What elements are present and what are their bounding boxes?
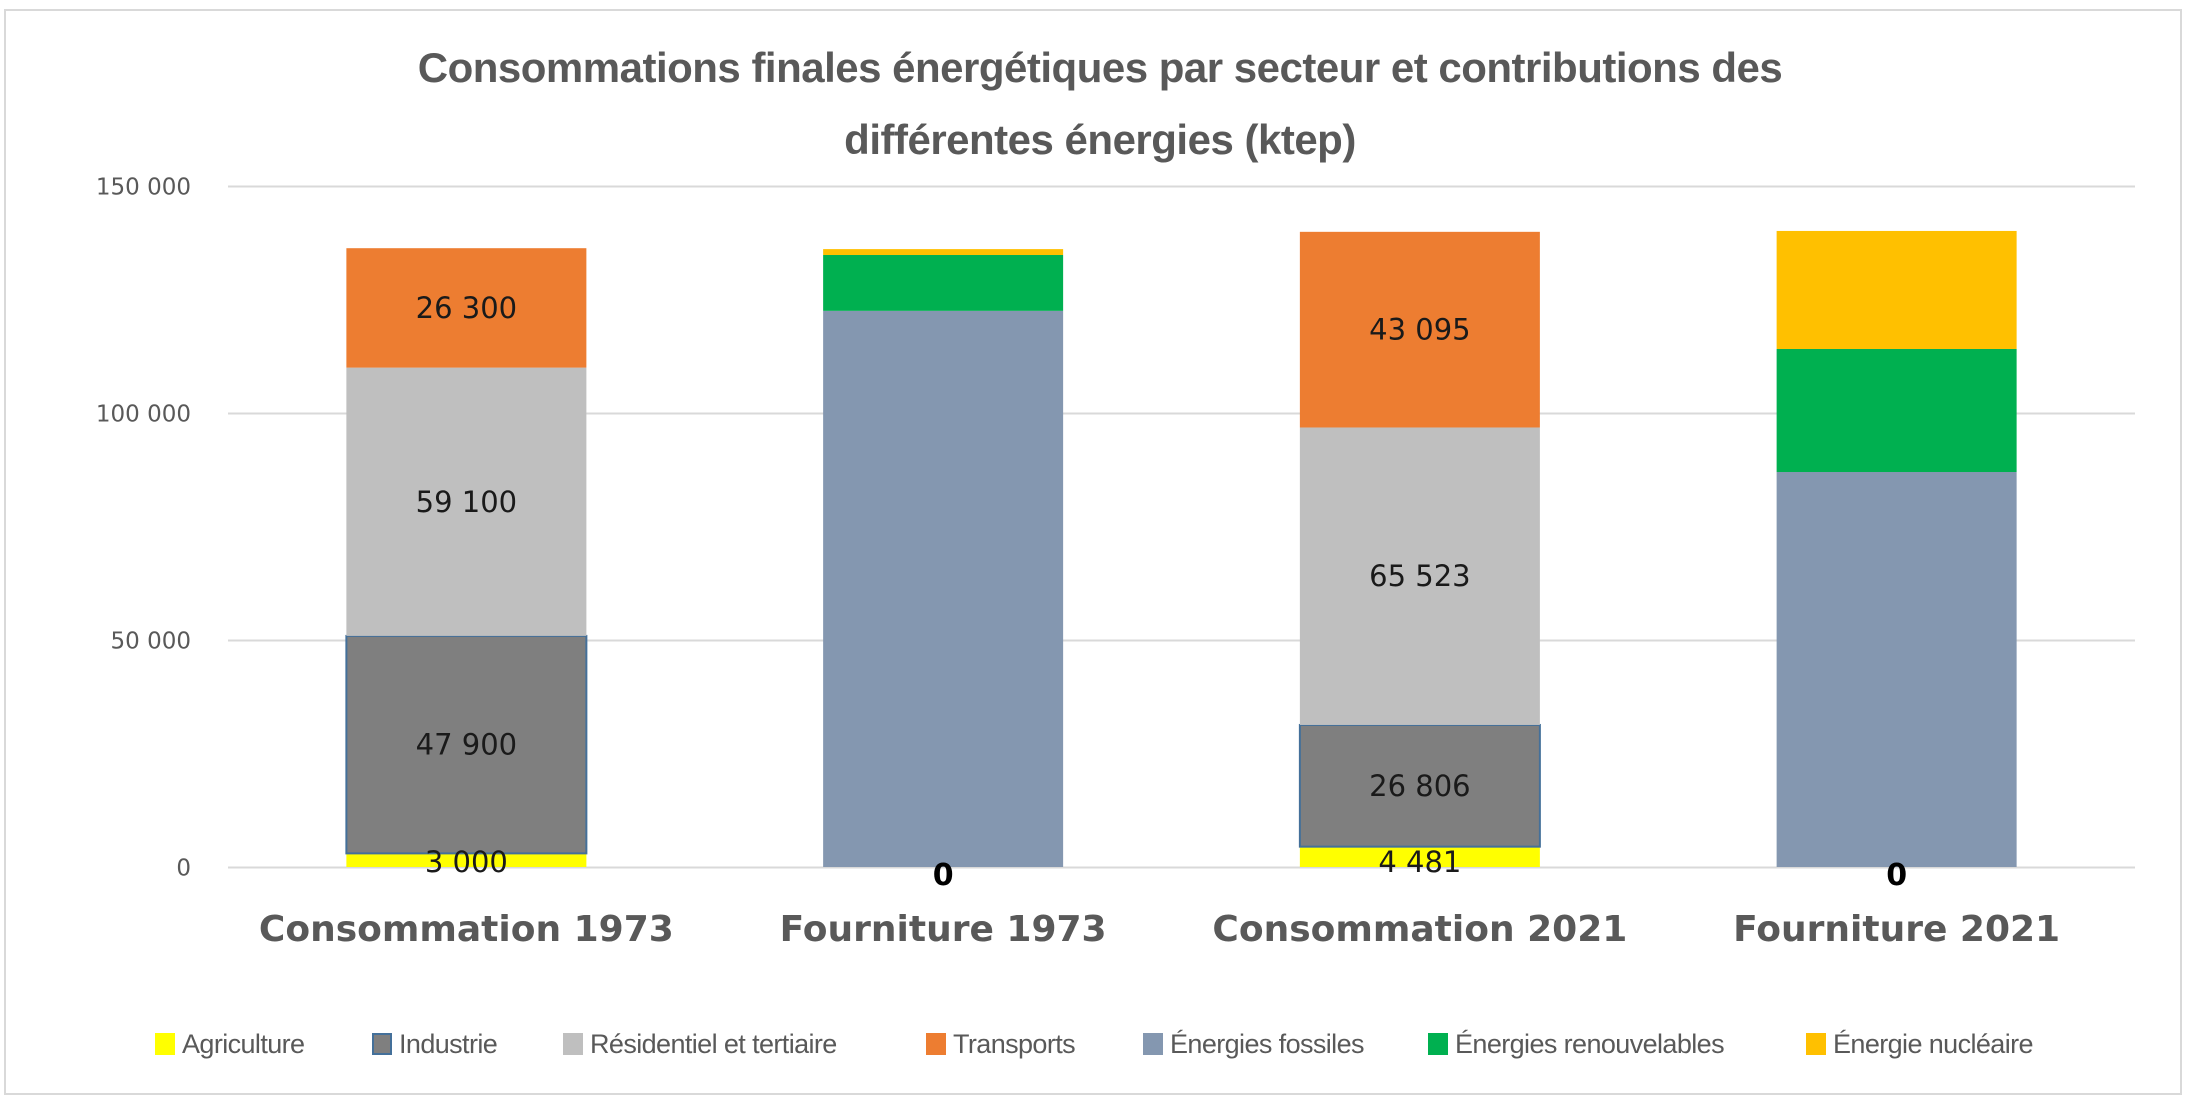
bar-segment-energies-renouvelables[interactable] — [823, 255, 1064, 311]
bar-segment-residentiel-et-tertiaire[interactable] — [346, 367, 587, 636]
bar-segment-energies-fossiles[interactable] — [1776, 472, 2017, 867]
data-label: 43 095 — [1369, 313, 1470, 347]
legend-swatch-icon — [372, 1033, 392, 1055]
legend-item[interactable]: Résidentiel et tertiaire — [563, 1027, 837, 1061]
bar-segment-agriculture[interactable] — [346, 853, 587, 867]
bar-segment-energie-nucleaire[interactable] — [823, 249, 1064, 256]
legend-item[interactable]: Énergie nucléaire — [1806, 1027, 2034, 1061]
data-label: 0 — [1886, 858, 1907, 893]
legend-label: Résidentiel et tertiaire — [590, 1028, 837, 1059]
data-label: 4 481 — [1378, 845, 1461, 879]
y-axis-tick-labels: 0 50 000 100 000 150 000 — [96, 175, 191, 882]
chart-title-line-1: Consommations finales énergétiques par s… — [418, 44, 1782, 91]
data-label: 3 000 — [425, 845, 508, 879]
legend-swatch-icon — [563, 1033, 583, 1055]
chart-title: Consommations finales énergétiques par s… — [418, 44, 1783, 163]
bar-segment-transports[interactable] — [1299, 231, 1540, 428]
legend-label: Énergies renouvelables — [1455, 1028, 1725, 1059]
data-label: 47 900 — [416, 728, 517, 762]
data-labels: 3 000 47 900 59 100 26 300 0 4 481 26 806 65 52… — [416, 291, 1907, 893]
y-tick-label: 100 000 — [96, 402, 191, 428]
data-label: 59 100 — [416, 485, 517, 519]
legend-swatch-icon — [1143, 1033, 1163, 1055]
legend-swatch-icon — [1806, 1033, 1826, 1055]
legend: Agriculture Industrie Résidentiel et terti… — [0, 1027, 2200, 1061]
y-tick-label: 50 000 — [111, 629, 191, 655]
x-category-label: Consommation 2021 — [1212, 909, 1627, 950]
bars — [345, 230, 2017, 868]
x-category-label: Consommation 1973 — [259, 909, 674, 950]
data-label: 0 — [933, 858, 954, 893]
data-label: 65 523 — [1369, 559, 1470, 593]
legend-swatch-icon — [1428, 1033, 1448, 1055]
bar-segment-energie-nucleaire[interactable] — [1776, 230, 2017, 349]
chart-title-line-2: différentes énergies (ktep) — [844, 116, 1356, 163]
bar-segment-energies-renouvelables[interactable] — [1776, 348, 2017, 473]
legend-swatch-icon — [926, 1033, 946, 1055]
bar-segment-industrie[interactable] — [1298, 723, 1541, 848]
bar-segment-energies-fossiles[interactable] — [823, 310, 1064, 868]
x-axis-category-labels: Consommation 1973 Fourniture 1973 Consomma… — [259, 909, 2060, 950]
legend-item[interactable]: Industrie — [372, 1027, 498, 1061]
bar-segment-transports[interactable] — [346, 248, 587, 368]
legend-swatch-icon — [155, 1033, 175, 1055]
legend-item[interactable]: Énergies renouvelables — [1428, 1027, 1725, 1061]
legend-label: Transports — [953, 1028, 1076, 1059]
y-tick-label: 150 000 — [96, 175, 191, 201]
bar-segment-residentiel-et-tertiaire[interactable] — [1299, 427, 1540, 725]
data-label: 26 300 — [416, 291, 517, 325]
bar-segment-agriculture[interactable] — [1299, 846, 1540, 867]
legend-label: Industrie — [399, 1028, 498, 1059]
y-tick-label: 0 — [176, 856, 191, 882]
legend-label: Énergies fossiles — [1170, 1028, 1365, 1059]
legend-item[interactable]: Énergies fossiles — [1143, 1027, 1365, 1061]
legend-label: Énergie nucléaire — [1833, 1028, 2034, 1059]
legend-item[interactable]: Agriculture — [155, 1027, 305, 1061]
x-category-label: Fourniture 2021 — [1733, 909, 2060, 950]
x-category-label: Fourniture 1973 — [780, 909, 1107, 950]
data-label: 26 806 — [1369, 769, 1470, 803]
legend-label: Agriculture — [182, 1028, 305, 1059]
legend-item[interactable]: Transports — [926, 1027, 1076, 1061]
